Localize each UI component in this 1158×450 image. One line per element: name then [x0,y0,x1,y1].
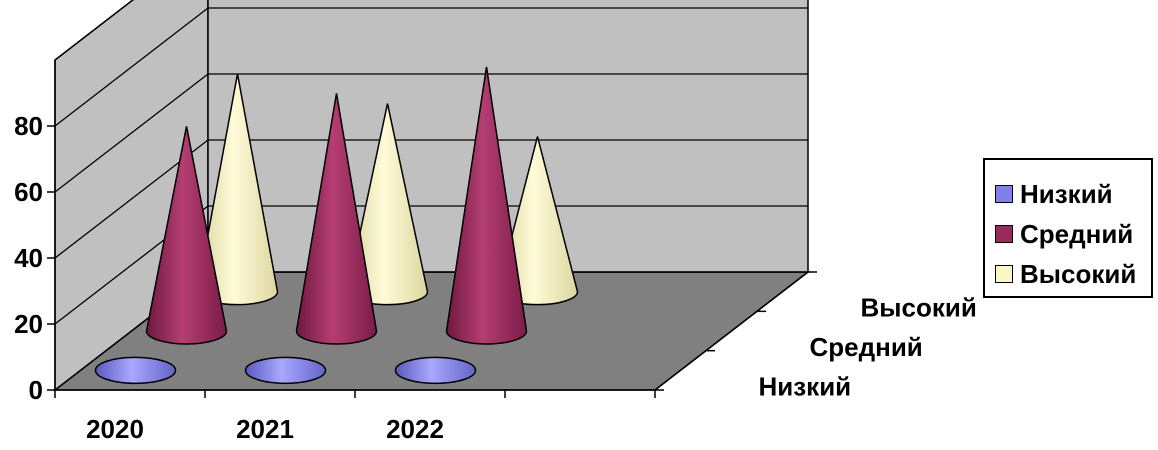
cone-Средний-2022 [445,66,528,345]
y-gridline [54,0,134,61]
depth-tick-label: Низкий [759,371,852,401]
legend-label: Низкий [1020,178,1113,209]
legend-item: Высокий [995,254,1151,294]
y-tick-label: 80 [14,111,43,141]
legend-swatch [995,225,1013,243]
depth-tick-label: Средний [810,332,923,362]
cone-Низкий-2020 [94,356,177,385]
chart-legend: Низкий Средний Высокий [983,158,1153,298]
cone-Низкий-2021 [244,356,327,385]
y-tick-label: 20 [14,309,43,339]
legend-label: Высокий [1020,258,1137,289]
y-gridline [54,139,808,259]
cone-Средний-2021 [295,93,378,345]
y-tick-label: 60 [14,177,43,207]
y-gridline [54,7,808,127]
x-tick-label: 2022 [386,414,444,444]
legend-label: Средний [1020,218,1134,249]
legend-swatch [995,185,1013,203]
legend-item: Средний [995,214,1151,254]
y-tick-label: 0 [29,375,43,405]
cone-Средний-2020 [145,126,228,345]
legend-swatch [995,265,1013,283]
y-tick-label: 40 [14,243,43,273]
x-tick-label: 2020 [86,414,144,444]
depth-axis [654,271,809,391]
y-gridline [54,205,808,325]
legend-item: Низкий [995,174,1151,214]
x-tick-label: 2021 [236,414,294,444]
cone-Низкий-2022 [394,356,477,385]
depth-tick-label: Высокий [861,293,977,323]
y-gridline [54,73,808,193]
